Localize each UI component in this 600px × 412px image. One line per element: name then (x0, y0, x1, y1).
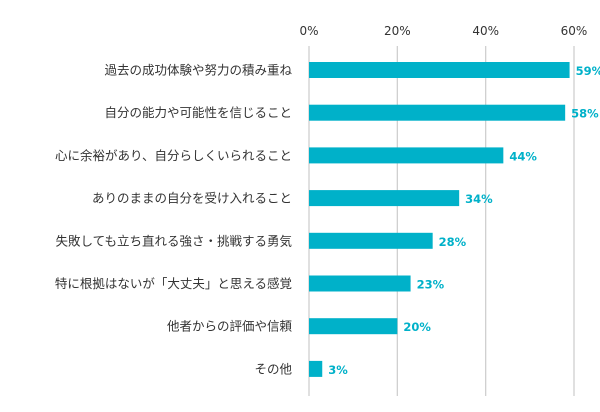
data-label: 58% (571, 107, 599, 121)
bar (309, 275, 411, 292)
category-label: 自分の能力や可能性を信じること (104, 105, 292, 120)
x-tick-label: 60% (561, 24, 588, 38)
x-tick-label: 20% (384, 24, 411, 38)
data-label: 23% (417, 278, 445, 292)
bar (309, 232, 433, 249)
x-tick-label: 0% (299, 24, 318, 38)
data-label: 44% (509, 149, 537, 163)
data-label: 59% (576, 64, 600, 78)
category-label: 心に余裕があり、自分らしくいられること (55, 148, 292, 163)
x-tick-label: 40% (472, 24, 499, 38)
data-label: 28% (439, 235, 467, 249)
category-label: 過去の成功体験や努力の積み重ね (104, 63, 292, 78)
bar (309, 190, 460, 207)
category-label: ありのままの自分を受け入れること (92, 191, 292, 206)
data-label: 3% (328, 363, 348, 377)
category-label: 特に根拠はないが「大丈夫」と思える感覚 (55, 276, 292, 291)
bar (309, 318, 398, 335)
category-label: 失敗しても立ち直れる強さ・挑戦する勇気 (55, 233, 292, 248)
category-label: 他者からの評価や信頼 (167, 319, 293, 334)
bar (309, 104, 566, 121)
bar (309, 360, 323, 377)
category-label: その他 (254, 361, 292, 376)
data-label: 20% (403, 320, 431, 334)
bar (309, 147, 504, 164)
bar (309, 62, 570, 78)
data-label: 34% (465, 192, 493, 206)
